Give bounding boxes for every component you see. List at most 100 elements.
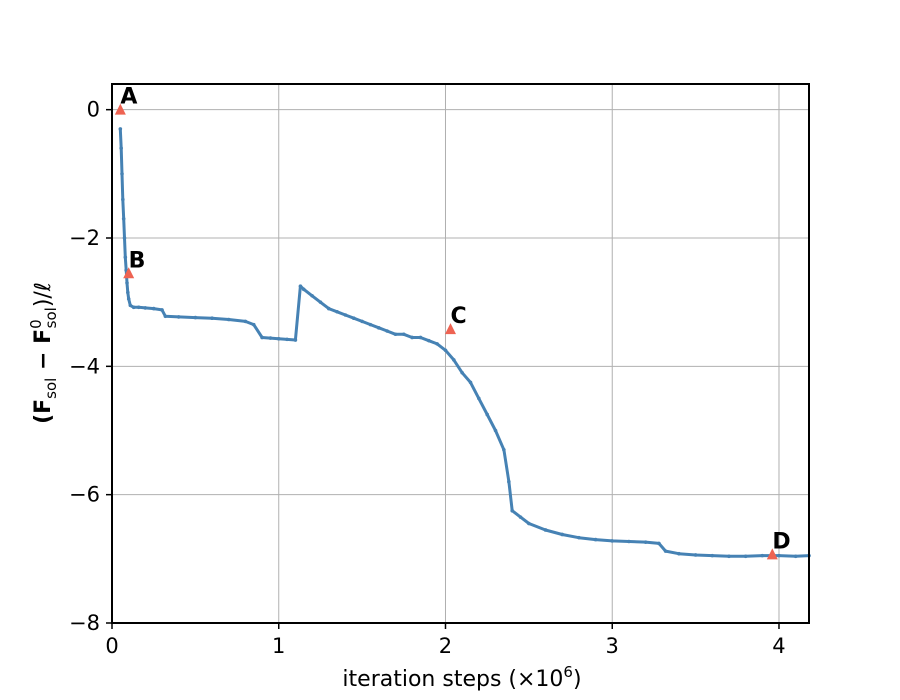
data-point-45: [427, 338, 431, 343]
x-axis-label-suffix: ): [573, 667, 582, 692]
data-point-72: [743, 554, 748, 559]
data-point-23: [251, 322, 256, 327]
data-point-61: [577, 535, 581, 540]
data-point-29: [298, 284, 303, 288]
data-point-37: [360, 319, 364, 324]
y-axis-label-part-3: )/ℓ: [31, 282, 56, 307]
data-point-31: [310, 293, 314, 298]
data-point-0: [118, 127, 123, 131]
data-point-63: [610, 539, 615, 543]
data-point-44: [418, 335, 423, 340]
x-tick-label-4: 4: [772, 634, 785, 658]
data-point-9: [126, 290, 130, 295]
data-point-21: [226, 317, 231, 322]
y-axis-label-sub-2: sol: [42, 307, 60, 328]
data-point-59: [543, 528, 548, 532]
data-point-16: [160, 308, 164, 312]
data-point-52: [485, 412, 489, 417]
marker-label-a: A: [120, 85, 137, 110]
data-point-26: [276, 336, 281, 341]
data-point-28: [293, 338, 298, 342]
x-ticks: 0 1 2 3 4: [105, 623, 786, 658]
data-point-65: [643, 540, 648, 544]
data-point-39: [376, 326, 381, 330]
data-point-24: [260, 335, 264, 340]
y-tick-label-3: −2: [69, 226, 100, 250]
x-axis-label: iteration steps (×106): [342, 663, 581, 692]
data-point-5: [122, 236, 127, 240]
marker-label-d: D: [772, 529, 790, 554]
marker-label-b: B: [129, 248, 146, 273]
y-axis-label-part-1: (F: [31, 399, 56, 424]
plot-frame: [111, 83, 810, 624]
data-point-10: [126, 297, 131, 301]
data-point-13: [136, 305, 141, 310]
marker-b: [123, 267, 135, 279]
data-point-40: [385, 329, 389, 333]
series: [118, 127, 811, 559]
data-point-62: [593, 537, 598, 542]
data-point-51: [477, 396, 481, 401]
data-point-43: [410, 335, 414, 340]
marker-a: [114, 103, 126, 115]
data-point-12: [131, 305, 136, 310]
y-tick-label-1: −6: [69, 483, 100, 507]
data-point-22: [243, 319, 248, 324]
data-point-38: [368, 322, 373, 327]
data-point-2: [120, 172, 124, 176]
data-point-75: [793, 554, 798, 559]
data-point-8: [125, 281, 129, 285]
data-point-33: [326, 306, 331, 311]
x-axis-label-text: iteration steps (×10: [342, 667, 563, 692]
data-point-36: [351, 316, 356, 321]
data-point-19: [193, 315, 198, 320]
data-point-34: [335, 309, 339, 314]
data-point-6: [123, 255, 128, 260]
data-point-53: [493, 428, 498, 433]
marker-d: [766, 548, 778, 560]
y-tick-label-2: −4: [69, 354, 100, 378]
data-point-73: [760, 553, 765, 558]
data-point-46: [435, 342, 439, 346]
data-point-27: [285, 337, 289, 342]
y-axis-label-sup: 0: [27, 319, 45, 329]
data-point-49: [460, 370, 464, 375]
data-point-11: [128, 303, 133, 308]
x-tick-label-1: 1: [272, 634, 285, 658]
marker-c: [444, 323, 456, 335]
data-point-1: [119, 146, 123, 150]
data-point-64: [627, 539, 631, 544]
y-ticks: −8 −6 −4 −2 0: [69, 98, 112, 635]
data-point-35: [343, 313, 348, 317]
x-tick-label-3: 3: [606, 634, 619, 658]
data-point-58: [527, 521, 531, 526]
data-point-41: [393, 332, 398, 337]
data-point-25: [268, 336, 273, 340]
data-point-68: [677, 551, 681, 556]
data-point-57: [518, 515, 523, 519]
data-point-4: [121, 216, 126, 221]
data-point-30: [301, 287, 306, 292]
y-tick-label-0: −8: [69, 611, 100, 635]
data-point-50: [468, 380, 473, 385]
data-point-48: [452, 358, 456, 362]
x-axis-label-exponent: 6: [563, 663, 573, 681]
data-point-60: [560, 532, 565, 537]
data-point-3: [121, 197, 125, 202]
x-tick-label-2: 2: [439, 634, 452, 658]
data-point-54: [502, 447, 506, 452]
data-point-42: [402, 332, 406, 337]
data-point-74: [777, 553, 781, 558]
y-tick-label-4: 0: [87, 98, 100, 122]
data-point-70: [710, 553, 715, 558]
data-point-69: [693, 553, 698, 557]
data-point-32: [318, 300, 323, 304]
data-point-56: [510, 508, 514, 513]
data-point-17: [163, 314, 168, 319]
y-axis-label: (Fsol − F0sol)/ℓ: [27, 282, 60, 424]
y-axis-label-part-2: − F: [31, 329, 56, 378]
y-axis-label-sub-1: sol: [42, 378, 60, 399]
data-point-66: [657, 541, 661, 546]
x-tick-label-0: 0: [105, 634, 118, 658]
